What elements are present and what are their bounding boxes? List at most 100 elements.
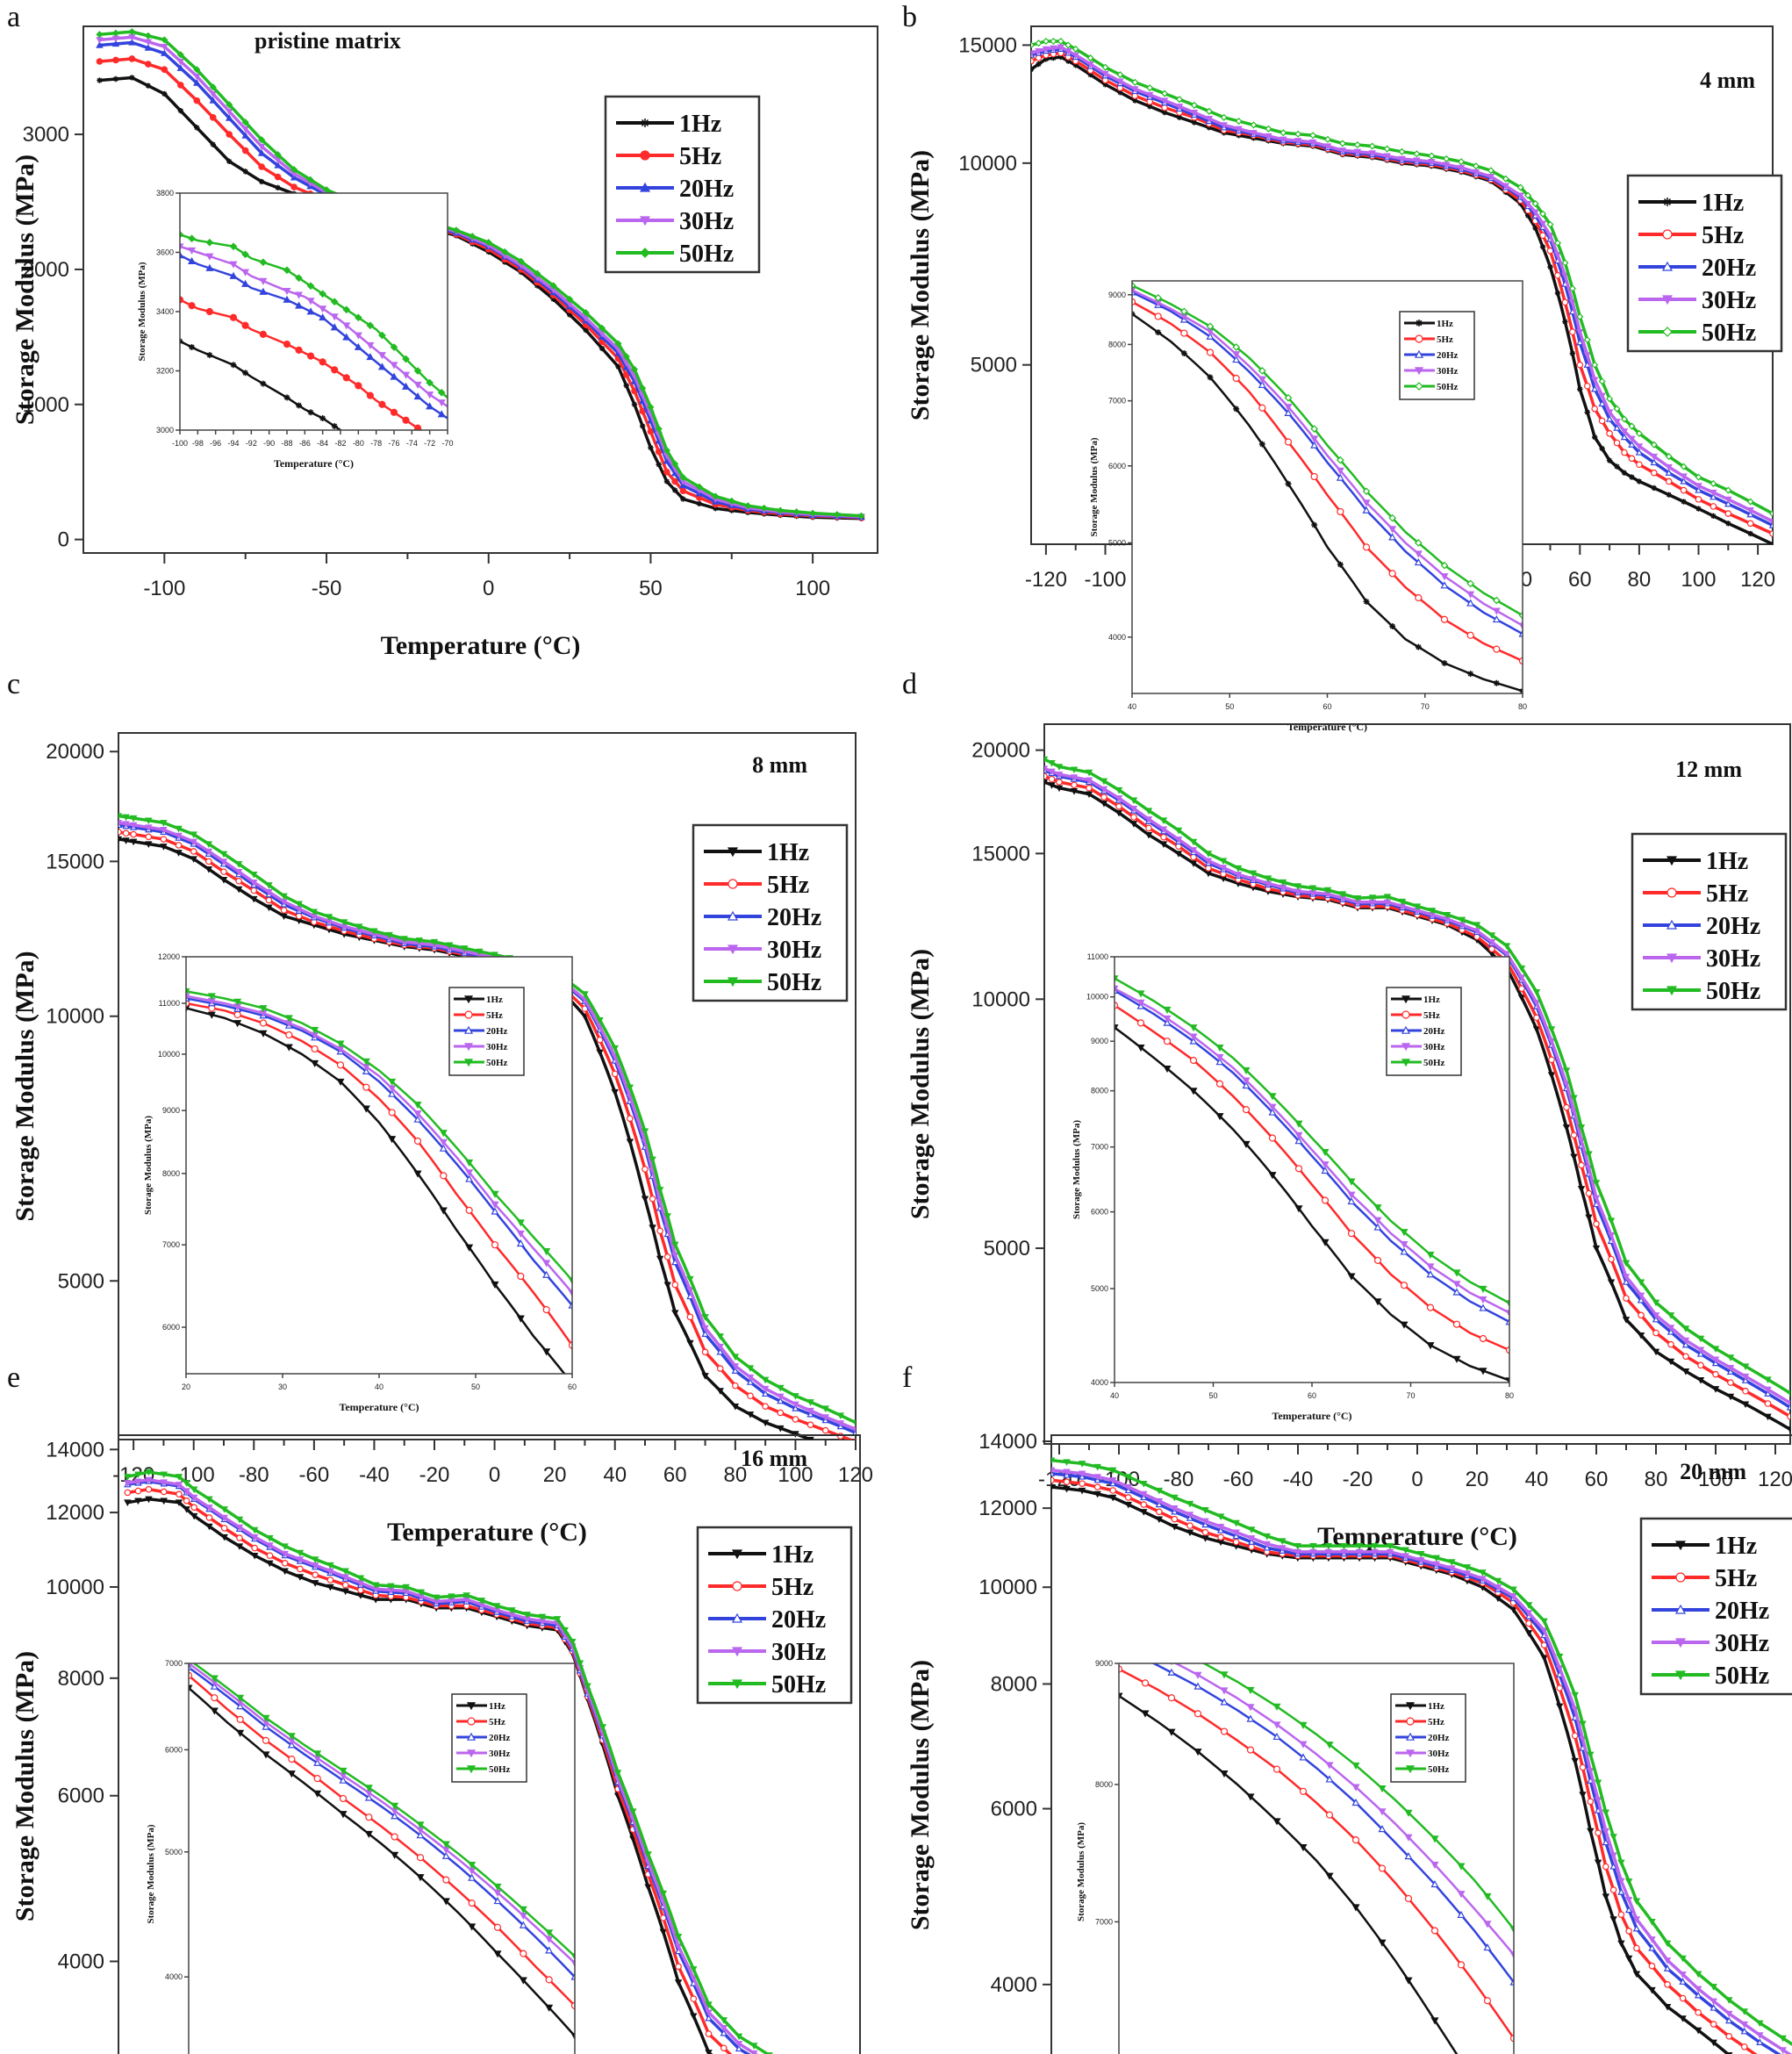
inset-data-point: [296, 402, 303, 409]
legend-marker: [639, 216, 651, 226]
data-point: [1540, 1627, 1548, 1634]
y-tick-label: 10000: [46, 1005, 104, 1029]
inset-data-point: [1167, 1728, 1176, 1736]
data-point: [663, 447, 670, 455]
data-point: [160, 1479, 168, 1486]
data-point: [1517, 974, 1526, 981]
inset-data-point: [1483, 1892, 1492, 1900]
data-point: [623, 383, 629, 389]
data-point: [1056, 779, 1063, 786]
inset-data-point: [441, 1851, 450, 1859]
data-point: [1171, 1524, 1179, 1531]
data-point: [720, 2017, 728, 2024]
inset-legend-label: 50Hz: [489, 1764, 511, 1775]
inset-data-point: [1378, 1864, 1387, 1872]
data-point: [671, 1241, 679, 1249]
legend-label: 30Hz: [767, 937, 821, 964]
inset-data-point: [284, 1015, 293, 1023]
data-point: [190, 1494, 198, 1502]
inset-y-tick-label: 8000: [1095, 1780, 1113, 1789]
inset-legend-label: 50Hz: [1437, 382, 1459, 392]
inset-legend-marker: [1401, 1010, 1410, 1019]
inset-x-axis-title: Temperature (°C): [339, 1401, 419, 1413]
data-point: [1617, 1888, 1625, 1895]
data-point: [1086, 784, 1093, 792]
data-point: [1694, 1971, 1702, 1979]
inset-series-line-20Hz: [1115, 989, 1509, 1324]
data-point: [290, 166, 298, 174]
inset-data-point: [391, 1833, 398, 1841]
data-point: [1652, 1299, 1660, 1307]
data-point: [760, 504, 768, 512]
inset-data-point: [1294, 1137, 1303, 1145]
data-point: [1681, 1368, 1690, 1375]
data-point: [1622, 1274, 1631, 1281]
data-point: [1140, 1501, 1148, 1508]
inset-x-tick-label: -72: [424, 439, 435, 448]
panel-letter: c: [7, 668, 20, 700]
data-point: [258, 136, 266, 144]
data-point: [851, 1419, 856, 1427]
data-point: [1614, 463, 1620, 470]
data-point: [1632, 1971, 1641, 1979]
data-point: [1697, 1361, 1704, 1369]
data-point: [1583, 352, 1591, 359]
inset-data-point: [1242, 1077, 1251, 1085]
data-point: [1710, 1984, 1717, 1991]
data-point: [1667, 1328, 1675, 1335]
data-point: [1232, 1519, 1240, 1527]
data-point: [1546, 220, 1554, 228]
inset-data-point: [1404, 1809, 1413, 1817]
legend-label: 1Hz: [1702, 190, 1744, 217]
data-point: [250, 1533, 259, 1541]
inset-data-point: [342, 333, 351, 341]
data-point: [145, 833, 153, 841]
data-point: [295, 901, 303, 908]
data-point: [1051, 1467, 1056, 1475]
data-point: [341, 1581, 349, 1589]
data-point: [701, 1325, 709, 1332]
data-point: [1294, 1542, 1302, 1550]
data-point: [1633, 1944, 1640, 1952]
inset-data-point: [1215, 1113, 1224, 1121]
data-point: [219, 876, 228, 884]
x-tick-label: -20: [1343, 1468, 1373, 1491]
data-point: [1108, 1477, 1117, 1484]
inset-data-point: [262, 1751, 270, 1759]
inset-data-point: [437, 410, 446, 418]
inset-data-point: [207, 1011, 216, 1019]
data-point: [686, 1313, 694, 1321]
data-point: [1786, 1390, 1790, 1397]
inset-data-point: [241, 269, 250, 276]
data-point: [177, 107, 184, 114]
data-point: [1609, 1886, 1617, 1893]
data-point: [235, 877, 242, 885]
data-point: [1413, 150, 1421, 158]
inset-data-point: [1136, 999, 1145, 1007]
data-point: [622, 353, 630, 361]
inset-series-line-5Hz: [1132, 300, 1523, 663]
data-point: [777, 1384, 785, 1392]
data-point: [118, 829, 122, 836]
data-point: [1629, 474, 1635, 480]
data-point: [696, 500, 703, 507]
data-point: [1725, 2010, 1733, 2018]
data-point: [1063, 1478, 1071, 1486]
inset-data-point: [189, 1663, 190, 1664]
data-point: [1547, 263, 1553, 270]
inset-data-point: [236, 1694, 245, 1702]
data-point: [1072, 62, 1079, 68]
inset-data-point: [1246, 1714, 1255, 1722]
inset-data-point: [354, 332, 362, 340]
data-point: [1617, 1940, 1625, 1948]
data-point: [161, 90, 168, 97]
data-point: [1294, 138, 1302, 145]
data-point: [1578, 1161, 1585, 1169]
data-point: [686, 1275, 694, 1283]
data-point: [1502, 175, 1509, 183]
data-point: [1756, 2020, 1764, 2028]
data-point: [792, 1404, 799, 1411]
data-point: [241, 147, 249, 154]
